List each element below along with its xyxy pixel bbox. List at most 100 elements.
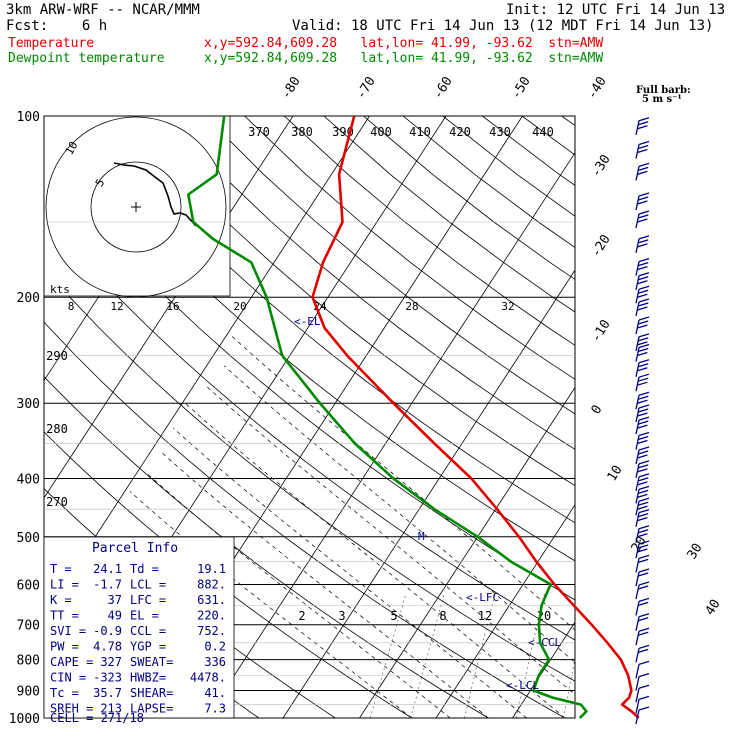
isotherm-label: 40 — [703, 597, 724, 618]
plot-frame — [43, 115, 576, 719]
wind-barb-flag — [638, 262, 649, 267]
parcel-info-value: 41. — [204, 686, 226, 700]
moist-adiabat-line — [129, 490, 413, 718]
dry-adiabat-line — [284, 116, 575, 346]
wind-barb-flag — [638, 373, 650, 378]
level-marker: <-CCL — [528, 636, 561, 649]
wind-barb-flag — [638, 489, 649, 494]
wind-barb-flag — [638, 276, 649, 281]
hodograph-ring — [90, 161, 182, 253]
wind-barb — [635, 508, 650, 527]
wind-barb-flag — [638, 525, 650, 530]
theta-label: 440 — [532, 125, 554, 139]
wind-barb-flag — [638, 627, 650, 632]
parcel-info-key: LAPSE= — [130, 702, 173, 716]
wind-barb-flag — [637, 293, 648, 298]
wind-barb-flag — [637, 170, 648, 175]
level-marker: <-EL — [294, 315, 321, 328]
hodograph-scale-label: 20 — [233, 300, 246, 313]
wind-barb-shaft — [635, 648, 640, 663]
wind-barb-flag — [637, 148, 648, 154]
wind-barb-flag — [638, 337, 649, 342]
dry-adiabat-line — [165, 116, 575, 450]
theta-label: 410 — [409, 125, 431, 139]
parcel-info-key: SWEAT= — [130, 655, 173, 669]
parcel-info-value: 24.1 — [93, 562, 122, 576]
parcel-info-value: 49 — [108, 609, 122, 623]
pressure-label: 600 — [17, 578, 40, 593]
wind-barb — [635, 404, 650, 423]
model-title: 3km ARW-WRF -- NCAR/MMM — [6, 2, 200, 18]
wind-barb — [635, 525, 650, 543]
wind-barb-flag — [637, 280, 648, 285]
isotherm-label: -40 — [585, 74, 610, 102]
wind-barb-flag — [637, 200, 648, 205]
wind-barb — [635, 684, 650, 703]
wind-barb-flag — [638, 343, 650, 349]
wind-barb-shaft — [635, 301, 640, 317]
temperature-profile — [311, 115, 640, 719]
wind-barb-flag — [638, 446, 650, 451]
hodograph-origin — [131, 202, 141, 212]
wind-barb — [635, 391, 650, 410]
hodograph-scale-label: 8 — [68, 300, 75, 313]
wind-barb-shaft — [635, 501, 640, 516]
wind-barb-flag — [637, 243, 648, 248]
wind-barb-flag — [638, 485, 650, 490]
isotherm-line — [206, 152, 575, 718]
parcel-info-key: EL = — [130, 609, 159, 623]
moist-adiabat-line — [144, 471, 451, 718]
wind-barb-flag — [638, 285, 650, 290]
wind-barb — [635, 192, 650, 211]
isotherm-line — [359, 386, 575, 718]
wind-barb-shaft — [635, 377, 640, 392]
isotherm-label: -80 — [279, 74, 304, 102]
parcel-info-value: 336 — [204, 655, 226, 669]
wind-barb-shaft — [635, 166, 640, 181]
moist-adiabat-line — [159, 450, 489, 718]
temperature-location: x,y=592.84,609.28 lat,lon= 41.99, -93.62… — [204, 36, 604, 51]
wind-barb-flag — [638, 617, 649, 622]
pressure-label: 100 — [17, 110, 40, 125]
wind-barb-flag — [638, 631, 649, 636]
forecast-hour: Fcst: 6 h — [6, 18, 108, 34]
theta-label: 270 — [46, 495, 68, 509]
wind-barb-shaft — [635, 676, 640, 691]
level-marker: <-LCL — [506, 679, 539, 692]
parcel-info-value: 7.3 — [204, 702, 226, 716]
wind-barb-flag — [638, 706, 650, 711]
isotherm-line — [44, 116, 370, 616]
wind-barb-shaft — [635, 616, 640, 631]
wind-barb-flag — [638, 416, 650, 421]
wind-barb-flag — [638, 450, 649, 455]
wind-barb — [635, 554, 650, 573]
wind-barb-flag — [638, 302, 649, 307]
isotherm-label: 30 — [685, 541, 706, 562]
isotherm-label: -60 — [431, 74, 456, 102]
theta-label: 380 — [291, 125, 313, 139]
wind-barb-flag — [638, 395, 649, 400]
hodograph-scale-label: 12 — [110, 300, 123, 313]
wind-barb-flag — [638, 585, 649, 590]
dry-adiabat-line — [204, 116, 575, 415]
wind-barb-flag — [638, 648, 649, 653]
wind-barb-flag — [638, 320, 649, 325]
wind-barb-shaft — [635, 449, 640, 465]
wind-barb-shaft — [635, 275, 640, 290]
wind-barb-shaft — [635, 601, 640, 616]
hodograph-scale-label: 32 — [501, 300, 514, 313]
wind-barb — [635, 333, 650, 352]
wind-barb — [635, 373, 650, 392]
wind-barb-flag — [638, 192, 650, 197]
theta-label: 280 — [46, 422, 68, 436]
wind-barb-flag — [638, 477, 649, 482]
wind-barb — [635, 706, 650, 725]
wind-barb-flag — [638, 572, 649, 577]
wind-barb-flag — [638, 235, 650, 240]
parcel-info-title: Parcel Info — [92, 541, 178, 556]
wind-barb-flag — [637, 454, 648, 459]
parcel-info-key: SVI = — [50, 624, 86, 638]
wind-barb-shaft — [635, 709, 640, 725]
parcel-info-value: 752. — [197, 624, 226, 638]
parcel-info-key: LI = — [50, 578, 79, 592]
